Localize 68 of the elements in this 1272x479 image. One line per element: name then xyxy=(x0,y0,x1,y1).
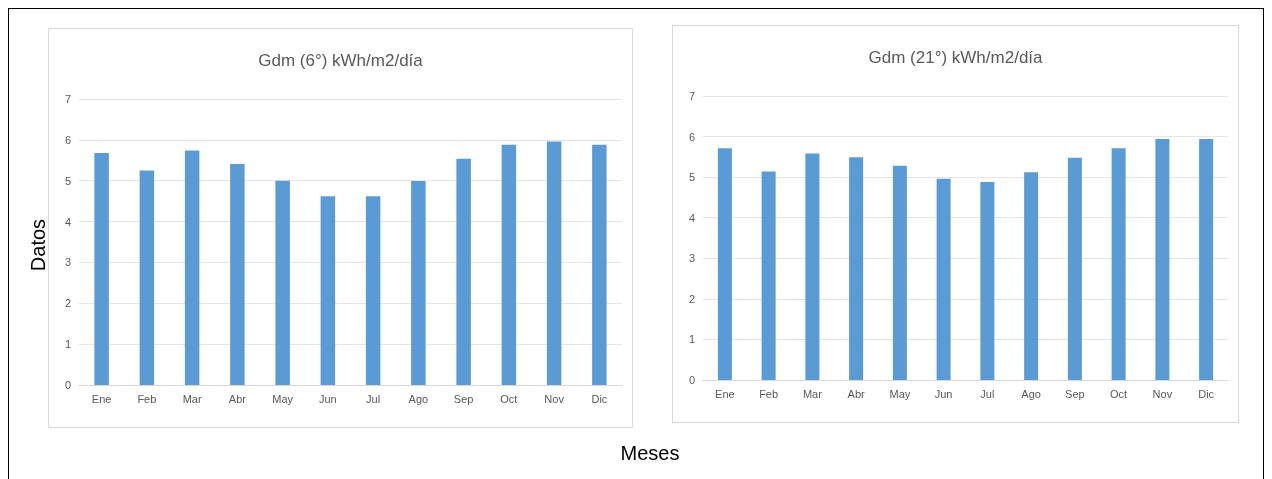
y-tick-label: 3 xyxy=(688,252,695,265)
bar xyxy=(1111,148,1126,380)
bar xyxy=(1199,139,1214,380)
bar xyxy=(501,144,517,385)
x-tick-label: Abr xyxy=(847,387,866,400)
x-tick-label: Abr xyxy=(228,392,247,405)
x-tick-label: Ago xyxy=(1021,387,1041,400)
y-tick-label: 0 xyxy=(64,379,71,391)
x-tick-label: Mar xyxy=(802,387,823,400)
y-tick-label: 6 xyxy=(64,133,71,146)
x-tick-label: Oct xyxy=(500,392,518,405)
bar xyxy=(717,148,732,380)
chart-title: Gdm (6°) kWh/m2/día xyxy=(258,51,424,70)
y-axis-title: Datos xyxy=(26,217,50,274)
x-tick-label: Jul xyxy=(366,392,381,405)
x-tick-label: Dic xyxy=(591,392,608,405)
y-tick-label: 1 xyxy=(64,338,71,351)
bar xyxy=(230,163,245,385)
x-tick-label: Ene xyxy=(91,392,112,405)
bar xyxy=(275,180,290,385)
y-tick-label: 5 xyxy=(64,174,71,187)
bar xyxy=(936,178,951,380)
y-tick-label: 6 xyxy=(688,130,695,143)
x-tick-label: May xyxy=(889,387,911,400)
bar xyxy=(546,141,562,385)
bar xyxy=(365,196,381,385)
chart-title: Gdm (21°) kWh/m2/día xyxy=(868,48,1044,67)
x-tick-label: Mar xyxy=(182,392,202,405)
y-tick-label: 7 xyxy=(688,90,695,102)
y-tick-label: 7 xyxy=(64,93,71,105)
x-tick-label: Jun xyxy=(319,392,337,405)
bar xyxy=(805,153,820,380)
bar xyxy=(139,170,155,385)
x-tick-label: Feb xyxy=(137,392,157,405)
y-tick-label: 5 xyxy=(688,171,695,184)
bar xyxy=(592,144,607,385)
x-axis-title: Meses xyxy=(619,442,681,465)
y-tick-label: 2 xyxy=(64,297,71,310)
y-tick-label: 4 xyxy=(688,211,695,224)
x-tick-label: May xyxy=(272,392,294,405)
bar xyxy=(849,157,864,380)
bar xyxy=(892,165,907,380)
x-tick-label: Ene xyxy=(715,387,735,400)
x-tick-label: Sep xyxy=(1065,387,1085,400)
x-tick-label: Nov xyxy=(544,392,565,405)
x-tick-label: Jul xyxy=(980,387,995,400)
y-tick-label: 1 xyxy=(688,333,695,346)
x-tick-label: Dic xyxy=(1198,387,1215,400)
bar xyxy=(456,158,471,385)
bar xyxy=(184,150,200,385)
y-tick-label: 0 xyxy=(688,374,695,386)
x-tick-label: Feb xyxy=(759,387,779,400)
bar xyxy=(411,181,426,385)
x-tick-label: Nov xyxy=(1152,387,1173,400)
bar xyxy=(761,171,776,380)
bar xyxy=(94,152,109,385)
x-tick-label: Ago xyxy=(408,392,429,405)
bar xyxy=(980,182,995,380)
bar xyxy=(1155,139,1170,380)
bar xyxy=(1024,172,1039,380)
bar xyxy=(320,196,336,385)
x-tick-label: Jun xyxy=(934,387,953,400)
y-tick-label: 2 xyxy=(688,292,695,305)
y-tick-label: 4 xyxy=(64,215,71,228)
x-tick-label: Oct xyxy=(1110,387,1128,400)
bar xyxy=(1067,157,1082,380)
x-tick-label: Sep xyxy=(453,392,474,405)
y-tick-label: 3 xyxy=(64,256,71,269)
